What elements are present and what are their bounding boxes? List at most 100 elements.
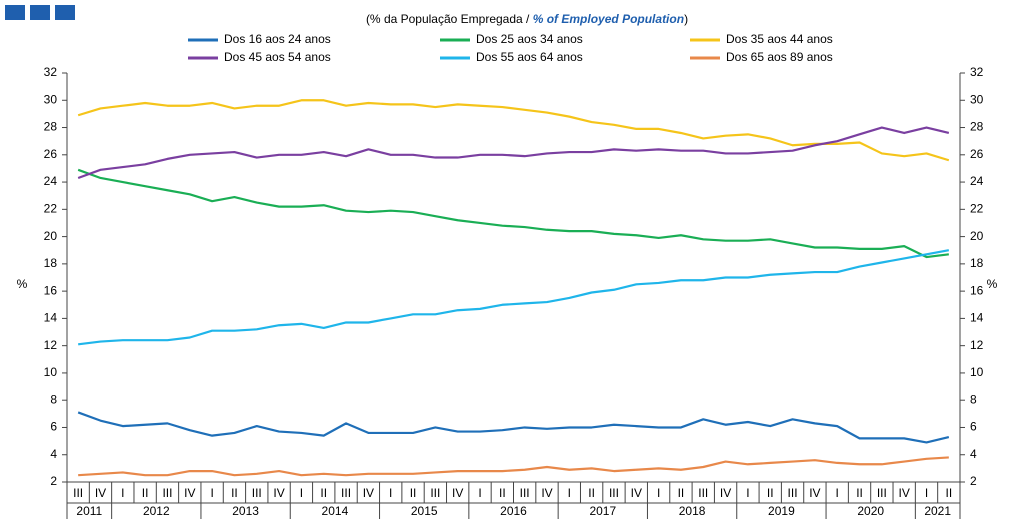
x-tick-label: I [657,486,660,500]
y2-tick-label: 6 [970,420,977,434]
logo-block [30,5,50,20]
x-tick-label: IV [184,486,195,500]
series-line [77,126,950,180]
x-tick-label: III [520,486,530,500]
x-tick-label: III [877,486,887,500]
year-label: 2015 [411,504,438,518]
y2-axis-label: % [987,277,998,291]
legend-label: Dos 55 aos 64 anos [476,50,583,64]
y-tick-label: 20 [44,229,58,243]
y-tick-label: 6 [50,420,57,434]
y-tick-label: 2 [50,474,57,488]
x-tick-label: III [609,486,619,500]
y-tick-label: 32 [44,65,58,79]
x-tick-label: I [210,486,213,500]
x-tick-label: III [788,486,798,500]
x-tick-label: III [73,486,83,500]
legend-label: Dos 16 aos 24 anos [224,32,331,46]
series-line [78,249,950,346]
x-tick-label: III [162,486,172,500]
y2-tick-label: 18 [970,256,984,270]
y2-tick-label: 28 [970,120,984,134]
x-tick-label: IV [273,486,284,500]
x-tick-label: II [946,486,953,500]
x-tick-label: II [499,486,506,500]
series-line [78,456,949,477]
y2-tick-label: 20 [970,229,984,243]
x-tick-label: II [320,486,327,500]
series-line [77,99,950,162]
x-tick-label: I [478,486,481,500]
x-tick-label: I [836,486,839,500]
series-line [77,168,949,259]
year-label: 2016 [500,504,527,518]
x-tick-label: I [746,486,749,500]
legend-label: Dos 35 aos 44 anos [726,32,833,46]
subtitle-en: % of Employed Population [533,12,684,26]
x-tick-label: IV [452,486,463,500]
y-tick-label: 30 [44,92,58,106]
y-axis-label: % [17,277,28,291]
y2-tick-label: 16 [970,283,984,297]
year-label: 2020 [857,504,884,518]
x-tick-label: IV [720,486,731,500]
year-label: 2018 [679,504,706,518]
x-tick-label: I [568,486,571,500]
logo-block [5,5,25,20]
x-tick-label: IV [541,486,552,500]
year-label: 2019 [768,504,795,518]
year-label: 2012 [143,504,170,518]
x-tick-label: IV [363,486,374,500]
x-tick-label: III [430,486,440,500]
year-label: 2021 [924,504,951,518]
y-tick-label: 26 [44,147,58,161]
series-line [77,411,950,444]
x-tick-label: II [856,486,863,500]
year-label: 2011 [76,504,102,518]
x-tick-label: IV [809,486,820,500]
y2-tick-label: 10 [970,365,984,379]
y2-tick-label: 24 [970,174,984,188]
y-tick-label: 28 [44,120,58,134]
subtitle-pt: (% da População Empregada / [366,12,530,26]
x-tick-label: II [767,486,774,500]
y2-tick-label: 12 [970,338,984,352]
x-tick-label: I [121,486,124,500]
x-tick-label: II [588,486,595,500]
y2-tick-label: 14 [970,311,984,325]
y-tick-label: 24 [44,174,58,188]
x-tick-label: I [389,486,392,500]
y-tick-label: 10 [44,365,58,379]
year-label: 2017 [589,504,616,518]
year-label: 2013 [232,504,259,518]
legend-label: Dos 25 aos 34 anos [476,32,583,46]
x-tick-label: III [341,486,351,500]
x-tick-label: I [925,486,928,500]
y2-tick-label: 30 [970,92,984,106]
y-tick-label: 18 [44,256,58,270]
y-tick-label: 12 [44,338,58,352]
legend-label: Dos 65 aos 89 anos [726,50,833,64]
y-tick-label: 14 [44,311,58,325]
x-tick-label: II [678,486,685,500]
y-tick-label: 8 [50,392,57,406]
x-tick-label: II [231,486,238,500]
y-tick-label: 22 [44,202,58,216]
x-tick-label: II [142,486,149,500]
x-tick-label: IV [899,486,910,500]
year-label: 2014 [322,504,349,518]
subtitle-end: ) [684,12,688,26]
y2-tick-label: 26 [970,147,984,161]
x-tick-label: III [252,486,262,500]
subtitle: (% da População Empregada / % of Employe… [366,12,688,26]
y2-tick-label: 32 [970,65,984,79]
x-tick-label: IV [95,486,106,500]
x-tick-label: II [410,486,417,500]
y2-tick-label: 22 [970,202,984,216]
x-tick-label: I [300,486,303,500]
y-tick-label: 16 [44,283,58,297]
legend-label: Dos 45 aos 54 anos [224,50,331,64]
y2-tick-label: 8 [970,392,977,406]
y2-tick-label: 2 [970,474,977,488]
